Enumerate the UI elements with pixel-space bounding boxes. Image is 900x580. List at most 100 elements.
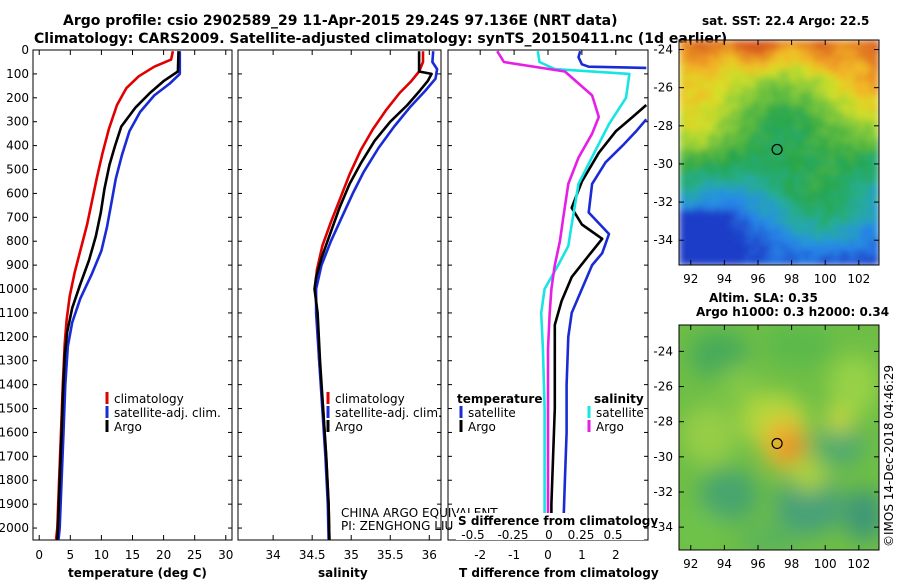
sst-cell — [679, 235, 685, 241]
sst-cell — [799, 155, 805, 161]
sst-cell — [809, 70, 815, 76]
sst-cell — [694, 155, 700, 161]
sst-cell — [814, 230, 820, 236]
sst-cell — [814, 135, 820, 141]
sst-cell — [704, 45, 710, 51]
sla-anomaly-blob — [679, 508, 723, 550]
sst-cell — [874, 250, 879, 256]
sst-cell — [764, 60, 770, 66]
sst-cell — [759, 125, 765, 131]
sst-cell — [814, 140, 820, 146]
sst-cell — [854, 220, 860, 226]
sst-cell — [809, 220, 815, 226]
sst-cell — [719, 50, 725, 56]
sst-cell — [699, 140, 705, 146]
sst-cell — [759, 120, 765, 126]
sst-cell — [749, 40, 755, 46]
sst-cell — [764, 145, 770, 151]
sst-cell — [874, 40, 879, 46]
sst-cell — [804, 135, 810, 141]
sst-cell — [684, 205, 690, 211]
sst-cell — [799, 50, 805, 56]
sst-cell — [719, 45, 725, 51]
sst-cell — [834, 115, 840, 121]
sst-cell — [689, 255, 695, 261]
sst-cell — [739, 120, 745, 126]
sst-cell — [719, 95, 725, 101]
sst-cell — [864, 250, 870, 256]
sst-cell — [864, 220, 870, 226]
sst-cell — [719, 145, 725, 151]
sla-anomaly-blob — [719, 365, 759, 405]
sst-cell — [784, 255, 790, 261]
sst-cell — [704, 150, 710, 156]
sst-cell — [724, 75, 730, 81]
sst-cell — [779, 170, 785, 176]
sst-cell — [704, 230, 710, 236]
sst-cell — [799, 160, 805, 166]
sst-cell — [789, 55, 795, 61]
sst-cell — [784, 145, 790, 151]
sst-cell — [799, 80, 805, 86]
sst-cell — [844, 200, 850, 206]
sst-cell — [729, 105, 735, 111]
sst-cell — [679, 95, 685, 101]
sst-cell — [804, 195, 810, 201]
sst-cell — [814, 240, 820, 246]
sst-cell — [744, 130, 750, 136]
sst-cell — [679, 170, 685, 176]
sst-cell — [874, 165, 879, 171]
sst-cell — [799, 110, 805, 116]
sst-cell — [809, 185, 815, 191]
sst-cell — [794, 220, 800, 226]
sst-cell — [834, 175, 840, 181]
sst-cell — [844, 260, 850, 265]
sst-cell — [689, 105, 695, 111]
sst-cell — [684, 135, 690, 141]
sst-cell — [714, 95, 720, 101]
sst-cell — [864, 170, 870, 176]
sst-cell — [819, 260, 825, 265]
sst-cell — [684, 185, 690, 191]
map-y-tick-label: -26 — [653, 81, 673, 95]
sst-cell — [814, 100, 820, 106]
sst-cell — [719, 250, 725, 256]
sst-cell — [819, 150, 825, 156]
sst-cell — [679, 220, 685, 226]
sst-cell — [759, 65, 765, 71]
sst-cell — [744, 125, 750, 131]
sst-cell — [724, 245, 730, 251]
sst-cell — [709, 250, 715, 256]
sst-cell — [684, 180, 690, 186]
sst-cell — [784, 195, 790, 201]
sst-cell — [774, 165, 780, 171]
sst-cell — [834, 85, 840, 91]
sst-cell — [829, 130, 835, 136]
sst-cell — [809, 165, 815, 171]
sst-cell — [794, 205, 800, 211]
sst-cell — [779, 165, 785, 171]
map-x-tick-label: 98 — [784, 557, 799, 571]
sst-cell — [739, 220, 745, 226]
sst-cell — [764, 135, 770, 141]
sst-cell — [704, 135, 710, 141]
sst-cell — [794, 150, 800, 156]
sst-cell — [854, 260, 860, 265]
s-difference-ticks: -0.5 -0.25 0 0.25 0.5 — [461, 528, 622, 542]
sst-cell — [834, 220, 840, 226]
sst-cell — [789, 50, 795, 56]
sst-cell — [784, 55, 790, 61]
sst-cell — [719, 170, 725, 176]
sst-cell — [839, 80, 845, 86]
sst-cell — [814, 115, 820, 121]
sst-cell — [799, 170, 805, 176]
sst-cell — [869, 235, 875, 241]
sst-cell — [854, 110, 860, 116]
sst-cell — [839, 150, 845, 156]
sst-cell — [809, 50, 815, 56]
sst-cell — [789, 150, 795, 156]
sst-cell — [804, 145, 810, 151]
sst-cell — [789, 205, 795, 211]
sst-cell — [739, 45, 745, 51]
sst-cell — [784, 220, 790, 226]
